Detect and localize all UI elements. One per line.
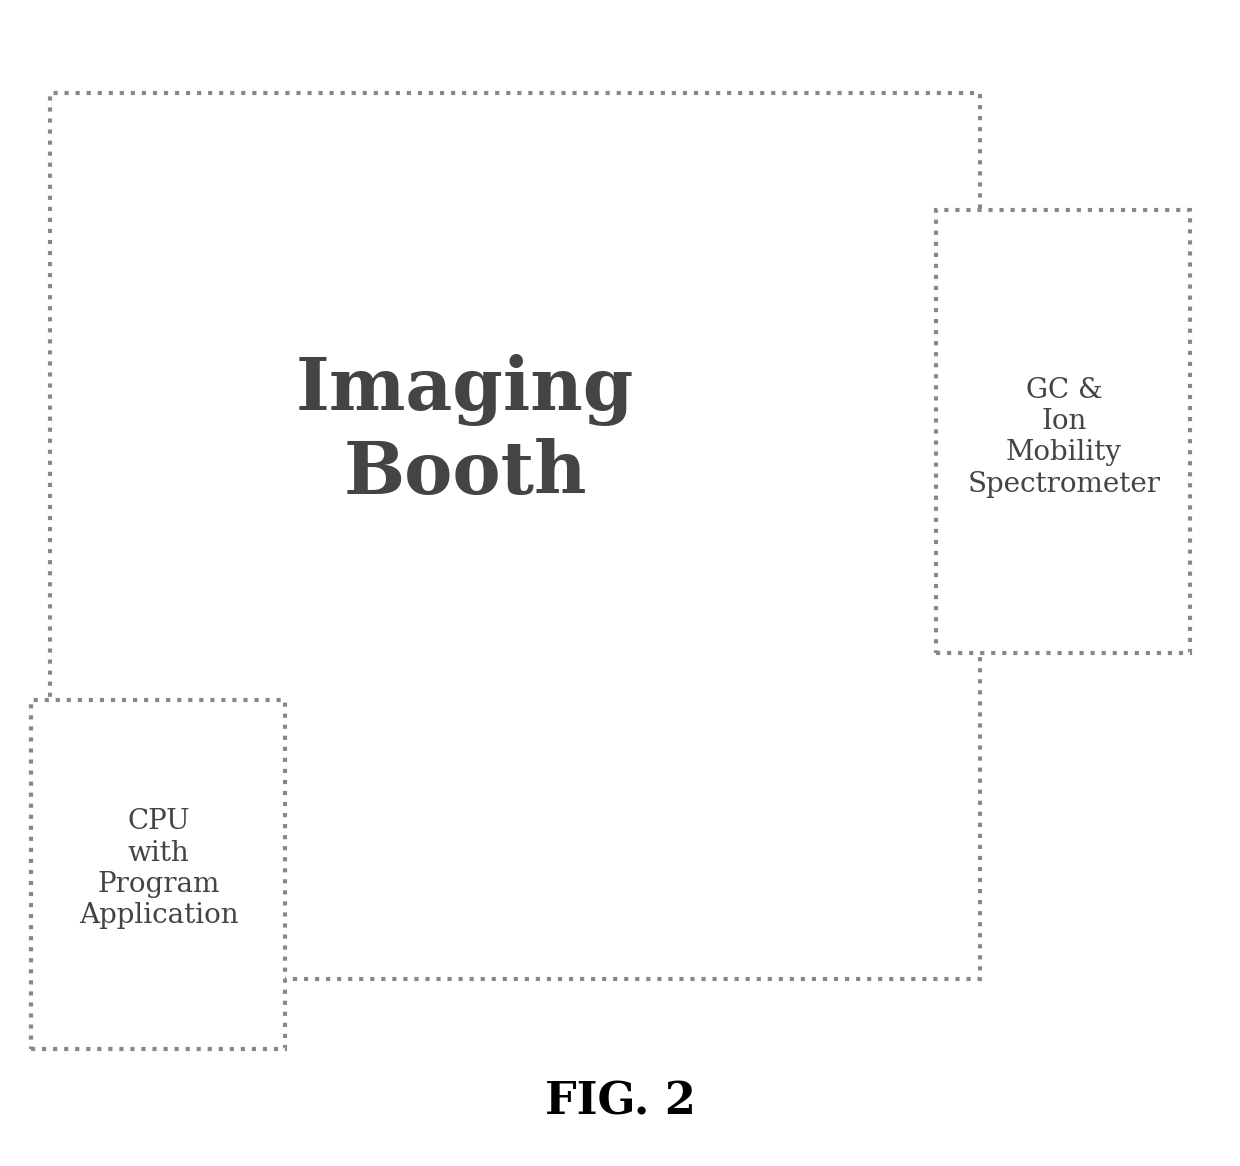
- Bar: [936, 210, 1190, 653]
- Text: FIG. 2: FIG. 2: [544, 1081, 696, 1123]
- Text: GC &
Ion
Mobility
Spectrometer: GC & Ion Mobility Spectrometer: [967, 377, 1161, 498]
- Bar: [31, 700, 285, 1049]
- Text: Imaging
Booth: Imaging Booth: [296, 354, 634, 508]
- Text: CPU
with
Program
Application: CPU with Program Application: [79, 808, 238, 929]
- Bar: [50, 93, 980, 979]
